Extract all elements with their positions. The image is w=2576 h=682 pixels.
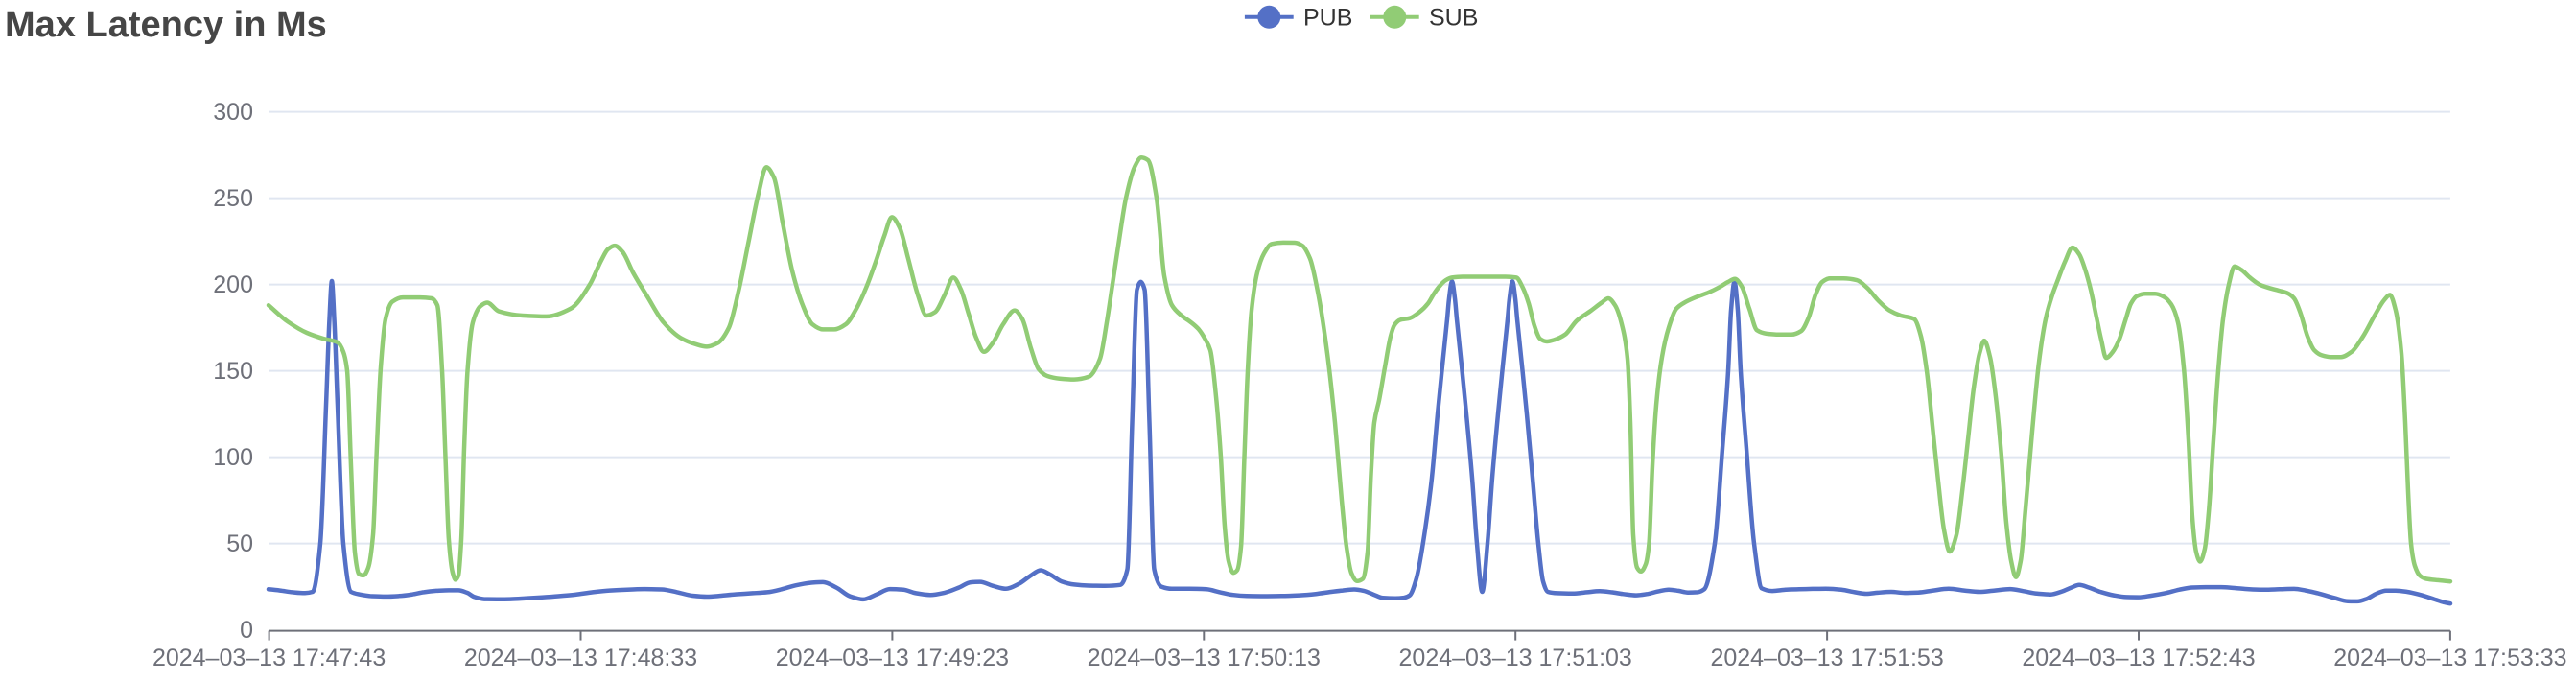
svg-text:100: 100 [213,444,253,471]
svg-text:250: 250 [213,185,253,212]
svg-text:50: 50 [226,530,253,557]
svg-text:200: 200 [213,271,253,298]
svg-text:2024–03–13 17:51:53: 2024–03–13 17:51:53 [1710,645,1943,671]
svg-text:2024–03–13 17:49:23: 2024–03–13 17:49:23 [776,645,1009,671]
svg-text:2024–03–13 17:53:33: 2024–03–13 17:53:33 [2333,645,2566,671]
svg-text:0: 0 [240,617,253,644]
svg-text:2024–03–13 17:47:43: 2024–03–13 17:47:43 [152,645,386,671]
svg-text:2024–03–13 17:51:03: 2024–03–13 17:51:03 [1399,645,1632,671]
svg-text:PUB: PUB [1303,5,1352,32]
svg-text:150: 150 [213,358,253,385]
svg-text:SUB: SUB [1429,5,1478,32]
svg-text:300: 300 [213,99,253,126]
svg-text:Max Latency in Ms: Max Latency in Ms [5,5,327,45]
svg-text:2024–03–13 17:48:33: 2024–03–13 17:48:33 [464,645,697,671]
svg-text:2024–03–13 17:52:43: 2024–03–13 17:52:43 [2022,645,2255,671]
svg-text:2024–03–13 17:50:13: 2024–03–13 17:50:13 [1088,645,1321,671]
